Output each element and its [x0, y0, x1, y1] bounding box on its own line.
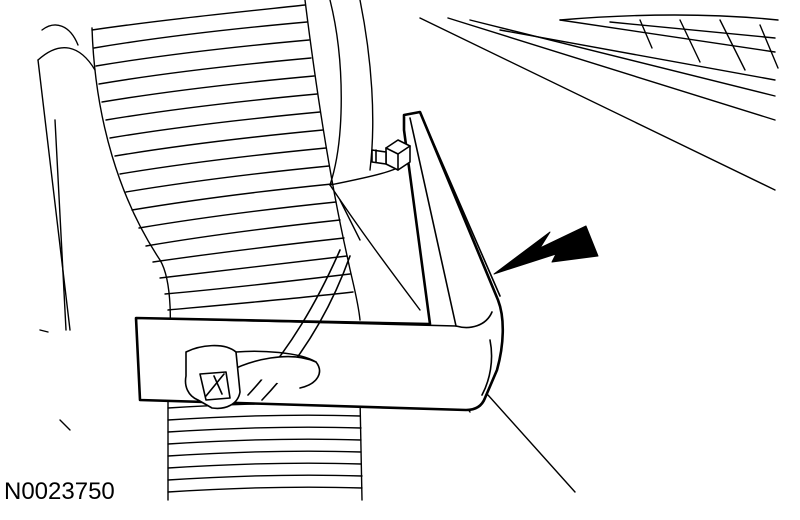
corrugated-hose — [91, 0, 363, 501]
background-panel — [329, 0, 421, 311]
cable-tie — [184, 249, 351, 410]
figure-id-label: N0023750 — [4, 478, 115, 505]
pointer-arrow — [493, 225, 599, 275]
background-left-frame — [37, 24, 96, 431]
nut — [371, 139, 411, 171]
background-right-structure — [419, 14, 779, 191]
background-lower-line — [464, 394, 576, 493]
u-bracket — [134, 110, 505, 412]
